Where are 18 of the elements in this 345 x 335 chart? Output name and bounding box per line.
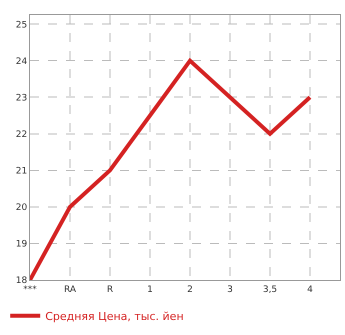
- x-tick-label: 2: [187, 284, 193, 295]
- legend-label: Средняя Цена, тыс. йен: [45, 310, 184, 323]
- y-tick-label: 22: [16, 130, 28, 140]
- x-tick-label: 1: [147, 284, 153, 295]
- x-tick-label: R: [106, 284, 114, 295]
- y-tick-label: 21: [16, 166, 28, 176]
- y-tick-label: 24: [16, 56, 28, 67]
- x-tick-label: 3: [227, 284, 233, 295]
- line-series: [30, 58, 312, 280]
- x-tick-label: ***: [23, 284, 38, 295]
- y-tick-label: 20: [16, 203, 28, 214]
- y-tick-label: 23: [16, 93, 28, 104]
- x-tick-label: 3,5: [262, 284, 278, 295]
- y-tick-label: 18: [16, 276, 28, 286]
- x-tick-label: 4: [307, 284, 314, 295]
- y-tick-label: 25: [16, 20, 28, 30]
- x-tick-label: RA: [64, 284, 77, 295]
- y-tick-label: 19: [16, 240, 28, 250]
